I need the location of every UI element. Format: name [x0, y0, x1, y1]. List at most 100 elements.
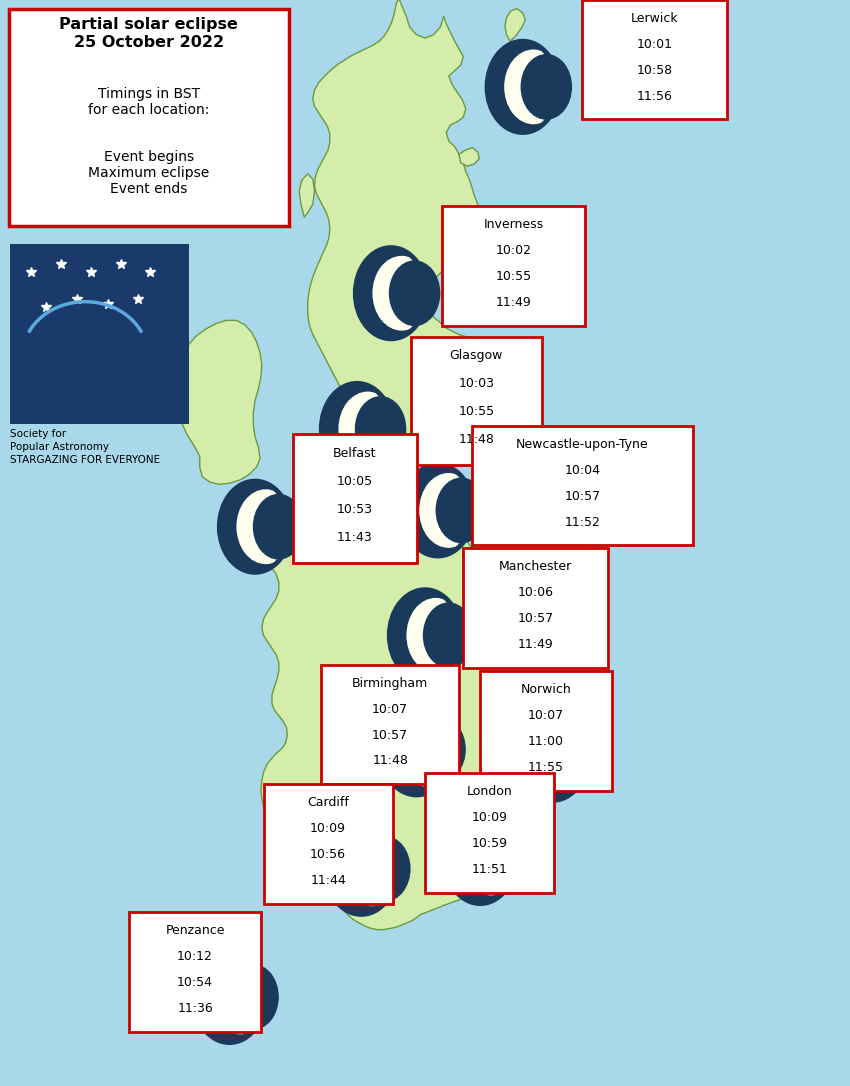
Text: 10:56: 10:56	[310, 848, 346, 861]
FancyBboxPatch shape	[8, 9, 289, 226]
Text: 11:49: 11:49	[496, 296, 531, 310]
Text: Belfast: Belfast	[333, 447, 377, 460]
Circle shape	[355, 248, 427, 339]
Text: 10:57: 10:57	[372, 729, 408, 742]
Text: 10:06: 10:06	[518, 586, 553, 599]
Circle shape	[414, 717, 466, 782]
Polygon shape	[261, 0, 537, 930]
Text: Timings in BST
for each location:: Timings in BST for each location:	[88, 87, 209, 117]
Circle shape	[326, 823, 397, 914]
Text: 11:55: 11:55	[528, 761, 564, 774]
FancyBboxPatch shape	[442, 206, 585, 326]
Text: 11:00: 11:00	[528, 735, 564, 748]
Text: Penzance: Penzance	[165, 924, 224, 937]
Text: 10:07: 10:07	[528, 709, 564, 722]
FancyBboxPatch shape	[463, 548, 608, 668]
FancyBboxPatch shape	[321, 665, 459, 784]
Text: 10:12: 10:12	[177, 950, 213, 963]
Circle shape	[227, 964, 279, 1030]
Text: Partial solar eclipse
25 October 2022: Partial solar eclipse 25 October 2022	[60, 17, 238, 50]
FancyBboxPatch shape	[293, 434, 416, 563]
Text: 11:48: 11:48	[458, 433, 495, 446]
Polygon shape	[174, 320, 262, 484]
Circle shape	[343, 832, 401, 906]
Circle shape	[338, 392, 397, 466]
Circle shape	[211, 960, 269, 1034]
Circle shape	[406, 598, 465, 672]
Circle shape	[550, 722, 602, 787]
FancyBboxPatch shape	[129, 912, 261, 1032]
FancyBboxPatch shape	[472, 426, 693, 545]
Circle shape	[372, 256, 431, 330]
Text: Norwich: Norwich	[521, 683, 571, 696]
Circle shape	[462, 821, 520, 895]
Circle shape	[359, 836, 411, 901]
Text: Manchester: Manchester	[499, 560, 572, 573]
FancyBboxPatch shape	[411, 337, 542, 465]
Text: 10:57: 10:57	[518, 613, 553, 626]
Circle shape	[520, 54, 572, 119]
Text: Birmingham: Birmingham	[352, 677, 428, 690]
Circle shape	[504, 50, 563, 124]
Circle shape	[402, 465, 473, 556]
Text: 10:09: 10:09	[310, 822, 346, 835]
Text: 11:36: 11:36	[177, 1002, 213, 1015]
Circle shape	[422, 603, 474, 668]
Text: 10:57: 10:57	[564, 490, 600, 503]
FancyBboxPatch shape	[264, 784, 393, 904]
Text: Inverness: Inverness	[484, 218, 543, 231]
FancyBboxPatch shape	[480, 671, 612, 791]
Circle shape	[435, 478, 487, 543]
Polygon shape	[459, 148, 479, 166]
Text: Event begins
Maximum eclipse
Event ends: Event begins Maximum eclipse Event ends	[88, 150, 209, 197]
Text: 10:05: 10:05	[337, 475, 373, 488]
Text: 10:04: 10:04	[564, 464, 600, 477]
Circle shape	[398, 712, 456, 786]
Text: 11:48: 11:48	[372, 755, 408, 768]
Polygon shape	[299, 174, 314, 217]
Circle shape	[445, 812, 516, 904]
Text: 10:54: 10:54	[177, 976, 213, 989]
Polygon shape	[505, 9, 525, 41]
Text: 11:51: 11:51	[472, 863, 507, 876]
Text: Society for
Popular Astronomy
STARGAZING FOR EVERYONE: Society for Popular Astronomy STARGAZING…	[10, 429, 161, 466]
Circle shape	[354, 396, 406, 462]
Text: 10:03: 10:03	[458, 377, 495, 390]
Circle shape	[478, 825, 530, 891]
Text: 10:09: 10:09	[472, 811, 507, 824]
Circle shape	[219, 481, 291, 572]
Text: London: London	[467, 785, 513, 798]
Circle shape	[389, 590, 461, 681]
Circle shape	[419, 473, 478, 547]
Text: 10:02: 10:02	[496, 244, 531, 257]
Circle shape	[517, 709, 588, 800]
Circle shape	[388, 261, 440, 326]
Circle shape	[534, 718, 592, 792]
Text: 11:49: 11:49	[518, 639, 553, 652]
Circle shape	[236, 490, 295, 564]
Circle shape	[194, 951, 265, 1043]
Text: 11:52: 11:52	[564, 516, 600, 529]
Circle shape	[487, 41, 558, 132]
FancyBboxPatch shape	[582, 0, 727, 119]
Text: 10:53: 10:53	[337, 503, 373, 516]
Text: 11:44: 11:44	[310, 874, 346, 887]
Text: Cardiff: Cardiff	[307, 796, 349, 809]
Circle shape	[252, 494, 304, 559]
Text: 11:43: 11:43	[337, 531, 373, 544]
Text: 10:58: 10:58	[637, 64, 672, 77]
Text: 10:59: 10:59	[472, 837, 507, 850]
Text: 11:56: 11:56	[637, 90, 672, 103]
Circle shape	[321, 383, 393, 475]
Text: Newcastle-upon-Tyne: Newcastle-upon-Tyne	[516, 438, 649, 451]
FancyBboxPatch shape	[425, 773, 554, 893]
FancyBboxPatch shape	[10, 244, 189, 424]
Text: 10:01: 10:01	[637, 38, 672, 51]
Text: Glasgow: Glasgow	[450, 350, 503, 363]
Text: 10:55: 10:55	[458, 405, 495, 418]
Text: 10:55: 10:55	[496, 270, 531, 283]
Polygon shape	[321, 540, 333, 559]
Text: 10:07: 10:07	[372, 703, 408, 716]
Text: Lerwick: Lerwick	[631, 12, 678, 25]
Circle shape	[381, 704, 452, 795]
